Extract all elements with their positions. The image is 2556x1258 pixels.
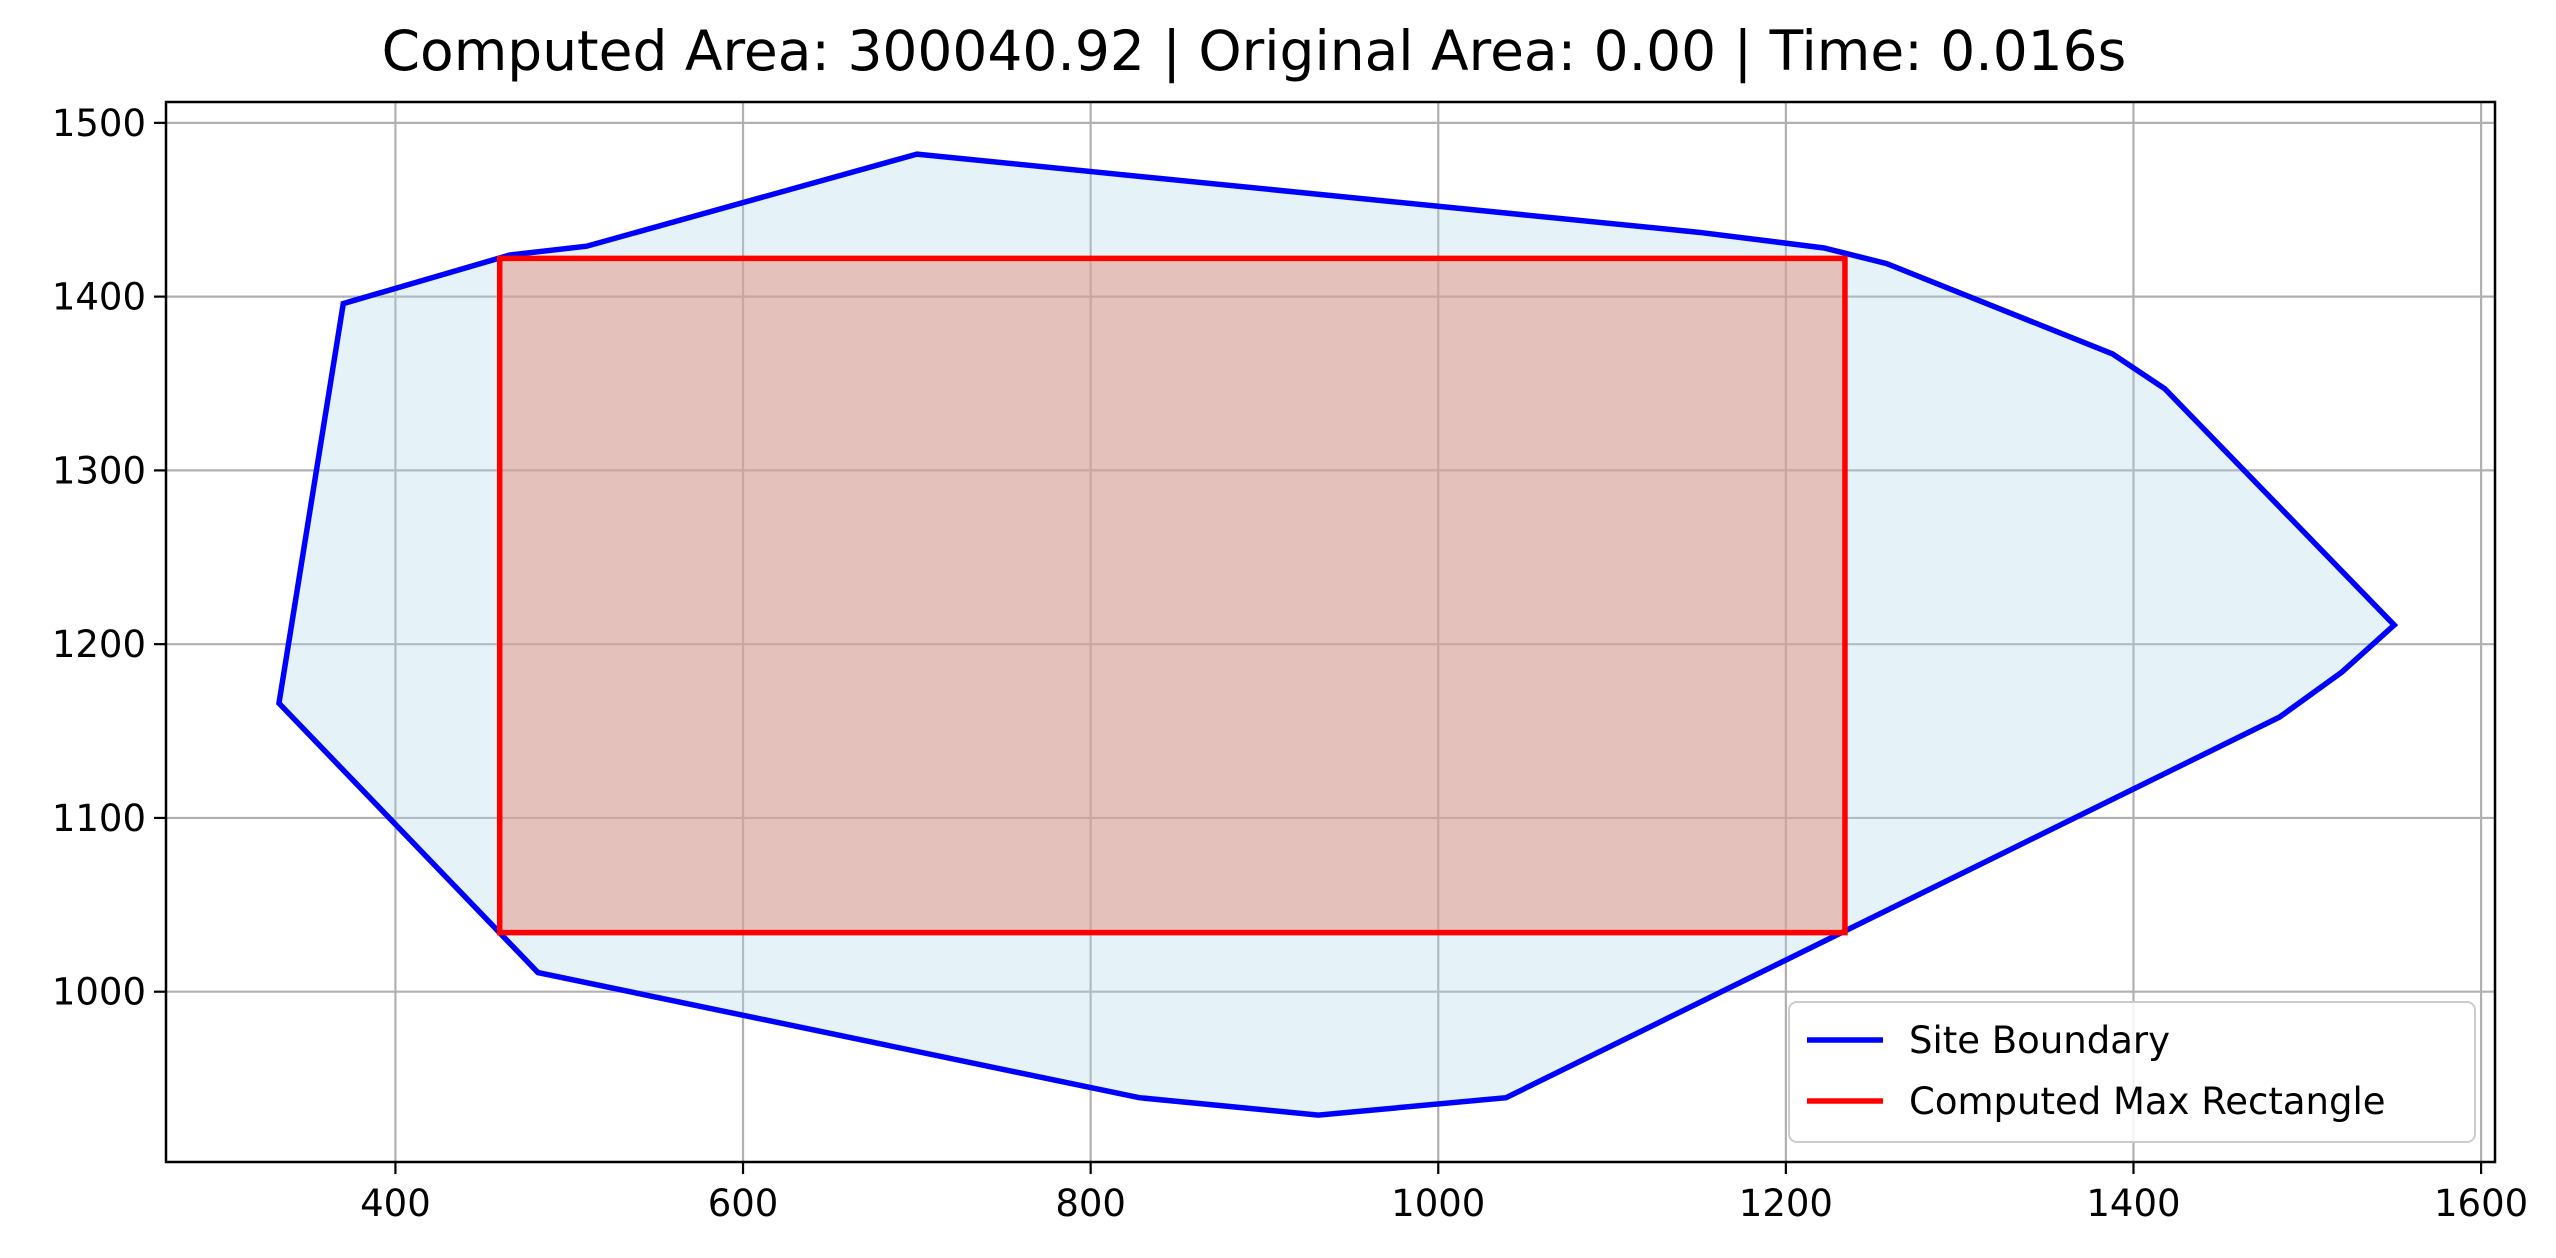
legend-box — [1788, 1001, 2476, 1143]
y-tick-label: 1000 — [52, 971, 146, 1014]
x-tick-label: 1200 — [1739, 1182, 1833, 1225]
x-tick-label: 1600 — [2434, 1182, 2528, 1225]
legend-label: Computed Max Rectangle — [1909, 1080, 2386, 1123]
y-tick-label: 1100 — [52, 797, 146, 840]
y-tick-label: 1500 — [52, 102, 146, 145]
x-tick-label: 400 — [360, 1182, 431, 1225]
y-tick-label: 1200 — [52, 623, 146, 666]
plot-frame — [164, 100, 2497, 1164]
x-tick-label: 600 — [708, 1182, 779, 1225]
chart-title: Computed Area: 300040.92 | Original Area… — [382, 19, 2127, 84]
y-tick-label: 1300 — [52, 449, 146, 492]
site-boundary-line — [276, 151, 2399, 1118]
legend: Site Boundary Computed Max Rectangle — [1788, 1001, 2476, 1143]
axis-ticks: 400 600 800 1000 1200 1400 1600 1000 1100 1200 130… — [52, 102, 2528, 1225]
x-tick-label: 800 — [1055, 1182, 1126, 1225]
x-tick-label: 1400 — [2086, 1182, 2180, 1225]
legend-label: Site Boundary — [1909, 1019, 2170, 1062]
rectangle-fill — [499, 258, 1845, 933]
y-tick-label: 1400 — [52, 276, 146, 319]
x-tick-label: 1000 — [1391, 1182, 1485, 1225]
max-rectangle-outline — [496, 255, 1848, 936]
plot-areas — [276, 151, 2399, 1118]
